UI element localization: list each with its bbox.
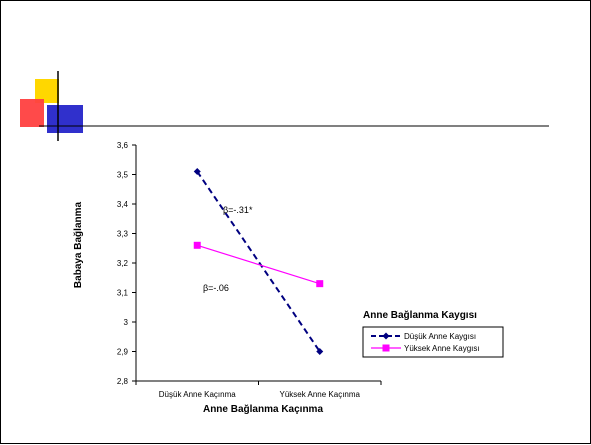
y-tick-label: 3,2 xyxy=(117,259,129,268)
annotation-beta-low: β=-.31* xyxy=(223,205,253,215)
x-ticks: Düşük Anne Kaçınma Yüksek Anne Kaçınma xyxy=(135,381,382,399)
series-2-point xyxy=(316,280,324,288)
series-layer xyxy=(193,168,324,355)
x-tick-label: Düşük Anne Kaçınma xyxy=(159,390,236,399)
legend-label-2: Yüksek Anne Kaygısı xyxy=(404,344,480,353)
legend: Anne Bağlanma Kaygısı Düşük Anne Kaygısı… xyxy=(362,310,504,358)
corner-logo xyxy=(20,71,549,141)
series-1-point xyxy=(193,168,201,176)
legend-box xyxy=(362,326,504,358)
annotation-beta-high: β=-.06 xyxy=(203,283,229,293)
logo-blue-square xyxy=(47,105,83,133)
y-tick-label: 3,6 xyxy=(117,141,129,150)
y-ticks: 3,6 3,5 3,4 3,3 3,2 3,1 3 2,9 2,8 xyxy=(117,141,136,386)
legend-title: Anne Bağlanma Kaygısı xyxy=(363,310,477,321)
legend-entries: Düşük Anne Kaygısı Yüksek Anne Kaygısı xyxy=(371,332,480,353)
logo-red-square xyxy=(20,99,44,127)
series-1-point xyxy=(316,348,324,355)
legend-marker-2 xyxy=(382,344,390,352)
y-axis-title: Babaya Bağlanma xyxy=(73,201,84,288)
y-tick-label: 3,3 xyxy=(117,230,129,239)
line-chart: 3,6 3,5 3,4 3,3 3,2 3,1 3 2,9 2,8 Düşük Anne Kaç… xyxy=(73,141,382,415)
x-axis-title: Anne Bağlanma Kaçınma xyxy=(203,404,323,415)
series-line-1 xyxy=(196,170,321,353)
y-tick-label: 3,1 xyxy=(117,289,129,298)
y-tick-label: 3 xyxy=(124,318,129,327)
legend-marker-1 xyxy=(382,332,390,340)
legend-label-1: Düşük Anne Kaygısı xyxy=(404,332,476,341)
y-tick-label: 3,4 xyxy=(117,200,129,209)
y-tick-label: 3,5 xyxy=(117,171,129,180)
y-tick-label: 2,8 xyxy=(117,377,129,386)
y-tick-label: 2,9 xyxy=(117,348,129,357)
series-2-point xyxy=(193,241,201,249)
series-line-2 xyxy=(197,244,320,285)
x-tick-label: Yüksek Anne Kaçınma xyxy=(280,390,361,399)
